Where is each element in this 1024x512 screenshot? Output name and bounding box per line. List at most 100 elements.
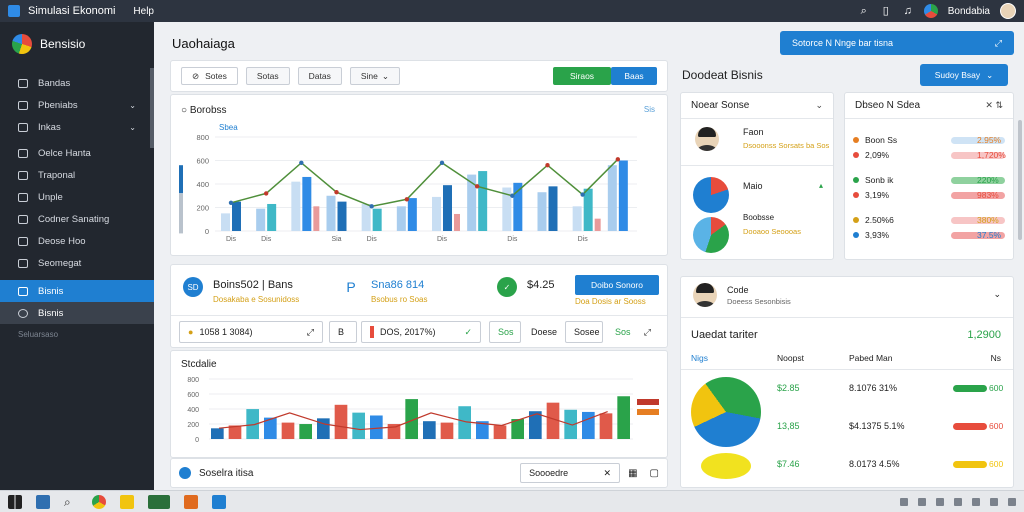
x-tick-label: Dis [437,236,448,243]
avatar[interactable] [695,127,719,151]
stats-action-button[interactable]: Doibo Sonoro [575,275,659,295]
bar [221,213,230,231]
menu-help[interactable]: Help [133,5,154,17]
start-icon[interactable] [8,494,22,509]
scrollbar[interactable] [150,68,154,148]
green-button[interactable]: Siraos [553,67,611,85]
stat-pill[interactable]: ● 1058 1 3084) ⤢ [179,321,323,343]
square-icon[interactable]: ▢ [649,467,659,479]
sidebar-item[interactable]: Codner Sanating [0,208,154,230]
bar [617,396,630,439]
sidebar-item[interactable]: Deose Hoo [0,230,154,252]
sidebar-brand[interactable]: Bensisio [0,22,154,66]
brand-name: Bensisio [40,37,86,51]
logo-icon [12,34,32,54]
stat-sub: Bsobus ro Soas [371,295,428,304]
tray-icon[interactable] [954,497,962,506]
grid-icon[interactable]: ▦ [628,467,638,479]
search-icon[interactable]: ⌕ [64,494,71,509]
sidebar-item[interactable]: Inkas ⌄ [0,116,154,138]
bar [513,182,523,231]
app-icon[interactable] [212,494,226,509]
series-line [218,410,608,431]
stat-pill[interactable]: B [329,321,357,343]
tray-icon[interactable] [1008,497,1016,506]
search-input[interactable]: ⊘ Sotes [181,67,238,85]
pill-text: Sos [615,327,631,337]
data-button[interactable]: Datas [297,67,342,85]
bar [407,198,417,231]
top-banner[interactable]: Sotorce N Nnge bar tisna ⤢ [780,31,1014,55]
row-label: 3,93% [865,230,890,240]
search-icon[interactable]: ⌕ [860,5,867,17]
explorer-icon[interactable] [36,494,50,509]
close-icon[interactable]: ✕ ⇅ [985,100,1003,110]
series-line [230,158,619,208]
column-header: Pabed Man [849,353,893,363]
row-label: 2.50%6 [865,215,894,225]
tray-icon[interactable] [900,497,908,506]
nav-icon [18,170,28,180]
sidebar-item[interactable]: Unple [0,186,154,208]
sidebar-item[interactable]: Traponal [0,164,154,186]
stat-pill[interactable]: DOS, 2017%) ✓ [361,321,481,343]
x-tick-label: Dis [367,236,378,243]
stat-pill[interactable]: Sos ⤢ [607,321,659,343]
app-icon[interactable] [148,494,170,509]
folder-icon[interactable] [120,494,134,509]
chart-title: Stcdalie [181,359,217,370]
select-dropdown[interactable]: Sine ⌄ [349,67,400,85]
tray-icon[interactable] [990,497,998,506]
chevron-down-icon[interactable]: ⌄ [993,289,1001,299]
stat-pill[interactable]: Sosee [565,321,603,343]
sidebar-item[interactable]: Pbeniabs ⌄ [0,94,154,116]
y-tick-label: 200 [187,422,199,429]
notification-icon[interactable]: ♫ [903,5,912,17]
avatar[interactable] [693,283,717,307]
sidebar-item[interactable]: Bandas [0,72,154,94]
tray-icon[interactable] [918,497,926,506]
card-title: Dbseo N Sdea [855,100,921,111]
avatar[interactable] [1000,3,1016,19]
bottom-select[interactable]: Soooedre ✕ [520,463,621,483]
column-header: Nigs [691,353,709,363]
scrollbar[interactable] [1018,120,1022,240]
nav-label: Inkas [38,121,61,133]
select-text: Soooedre [529,468,569,478]
nav-label: Pbeniabs [38,99,78,111]
bar [372,208,382,231]
bar [432,196,441,231]
bar [302,176,312,231]
y-tick-label: 200 [196,204,209,213]
column-header: Ns [990,353,1001,363]
browser-icon[interactable] [92,494,106,509]
chevron-up-icon[interactable]: ▴ [819,181,824,190]
sidebar-item[interactable]: Seomegat [0,252,154,274]
row-bar [951,136,1005,144]
user-name[interactable]: Bondabia [947,5,990,17]
chevron-down-icon: ⌄ [986,69,994,80]
bar [594,218,601,231]
chart-title-text: Borobss [189,105,227,116]
chevron-down-icon[interactable]: ⌄ [815,100,823,110]
sidebar-item[interactable]: Oelce Hanta [0,142,154,164]
bar [370,415,383,439]
right-panel-button[interactable]: Sudoy Bsay ⌄ [920,64,1008,86]
bar [467,174,477,231]
bookmark-icon[interactable]: ▯ [882,5,889,17]
sidebar-item[interactable]: Bisnis [0,302,154,324]
bar [511,419,524,439]
stat-pill[interactable]: Doese [523,321,559,343]
stat-pill[interactable]: Sos [489,321,521,343]
expand-icon[interactable]: ⤢ [994,37,1002,48]
app-icon[interactable] [184,494,198,509]
chart-icon: ○ [181,105,190,116]
blue-button[interactable]: Baas [611,67,657,85]
cell: 8.0173 4.5% [849,459,900,469]
chevron-down-icon: ⌄ [381,70,389,81]
tray-icon[interactable] [936,497,944,506]
tray-icon[interactable] [972,497,980,506]
main-chart-card: ○ Borobss Sbea Sis 0 200 400 600 800 Dis Dis Si… [170,94,668,256]
sidebar-item-active[interactable]: Bisnis [0,280,154,302]
filter-button[interactable]: Sotas [245,67,290,85]
